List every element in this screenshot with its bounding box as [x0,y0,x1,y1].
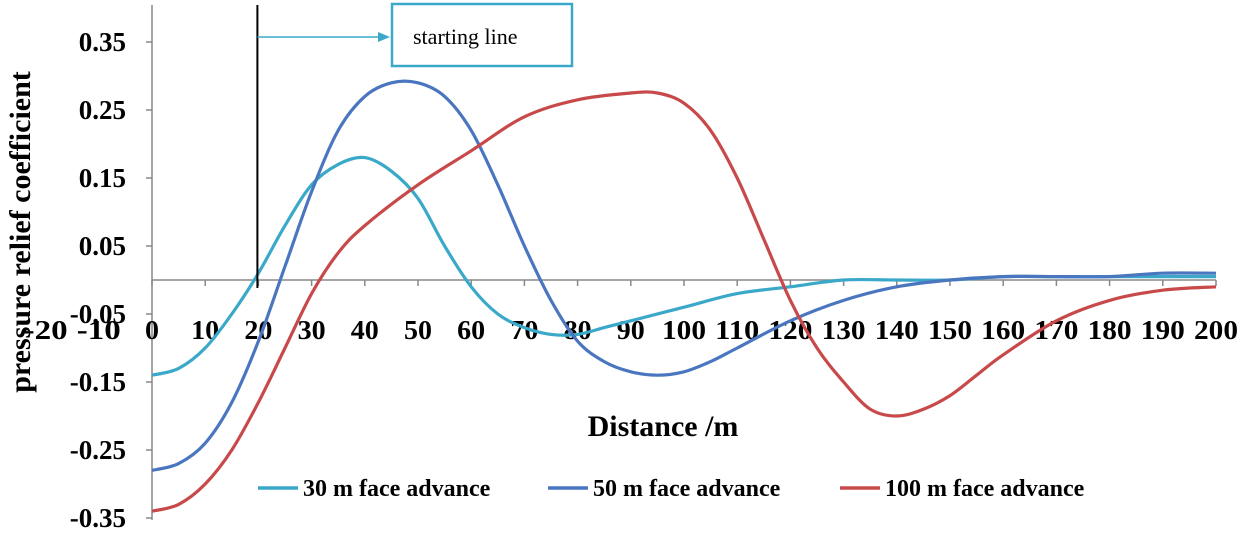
x-ticks: -20 -10 0 10 20 30 40 50 60 70 80 90 100 110 120 130 140… [24,280,1238,345]
x-tick-label: 200 [1194,315,1238,345]
x-axis-title: Distance /m [588,410,739,443]
x-tick-label: 190 [1141,315,1185,345]
x-tick-label: -20 [24,315,68,345]
x-tick-label: 10 [191,315,219,345]
y-tick-label: -0.25 [70,435,126,465]
y-tick-label: 0.35 [79,27,126,57]
x-tick-label: 40 [351,315,379,345]
y-tick-label: -0.35 [70,503,126,533]
legend-label: 30 m face advance [303,476,491,502]
series-line-2 [151,79,1217,472]
x-tick-label: 160 [981,315,1025,345]
legend: 30 m face advance 50 m face advance 100 m … [258,476,1085,502]
x-tick-label: 0 [145,315,159,345]
series-line-3 [151,90,1217,513]
x-tick-label: 100 [662,315,706,345]
x-tick-label: 180 [1088,315,1132,345]
x-tick-label: 50 [404,315,432,345]
series-lines [151,79,1217,513]
legend-label: 50 m face advance [593,476,781,502]
x-tick-label: 140 [875,315,919,345]
legend-label: 100 m face advance [885,476,1085,502]
annotation-text: starting line [413,24,517,49]
y-ticks: 0.35 0.25 0.15 0.05 -0.05 -0.15 -0.25 -0.35 [70,27,152,533]
starting-line-arrowhead [378,32,390,42]
y-tick-label: -0.15 [70,367,126,397]
x-tick-label: 60 [457,315,485,345]
y-tick-label: 0.05 [79,231,126,261]
y-tick-label: 0.15 [79,163,126,193]
annotation-box [390,2,574,68]
x-tick-label: 130 [822,315,866,345]
axes: 0.35 0.25 0.15 0.05 -0.05 -0.15 -0.25 -0.35 -20… [24,5,1238,533]
y-tick-label: -0.05 [70,299,126,329]
x-tick-label: 30 [298,315,326,345]
x-tick-label: 150 [928,315,972,345]
y-axis-title: pressure relief coefficient [4,71,37,393]
x-tick-label: -10 [77,315,121,345]
y-tick-label: 0.25 [79,95,126,125]
